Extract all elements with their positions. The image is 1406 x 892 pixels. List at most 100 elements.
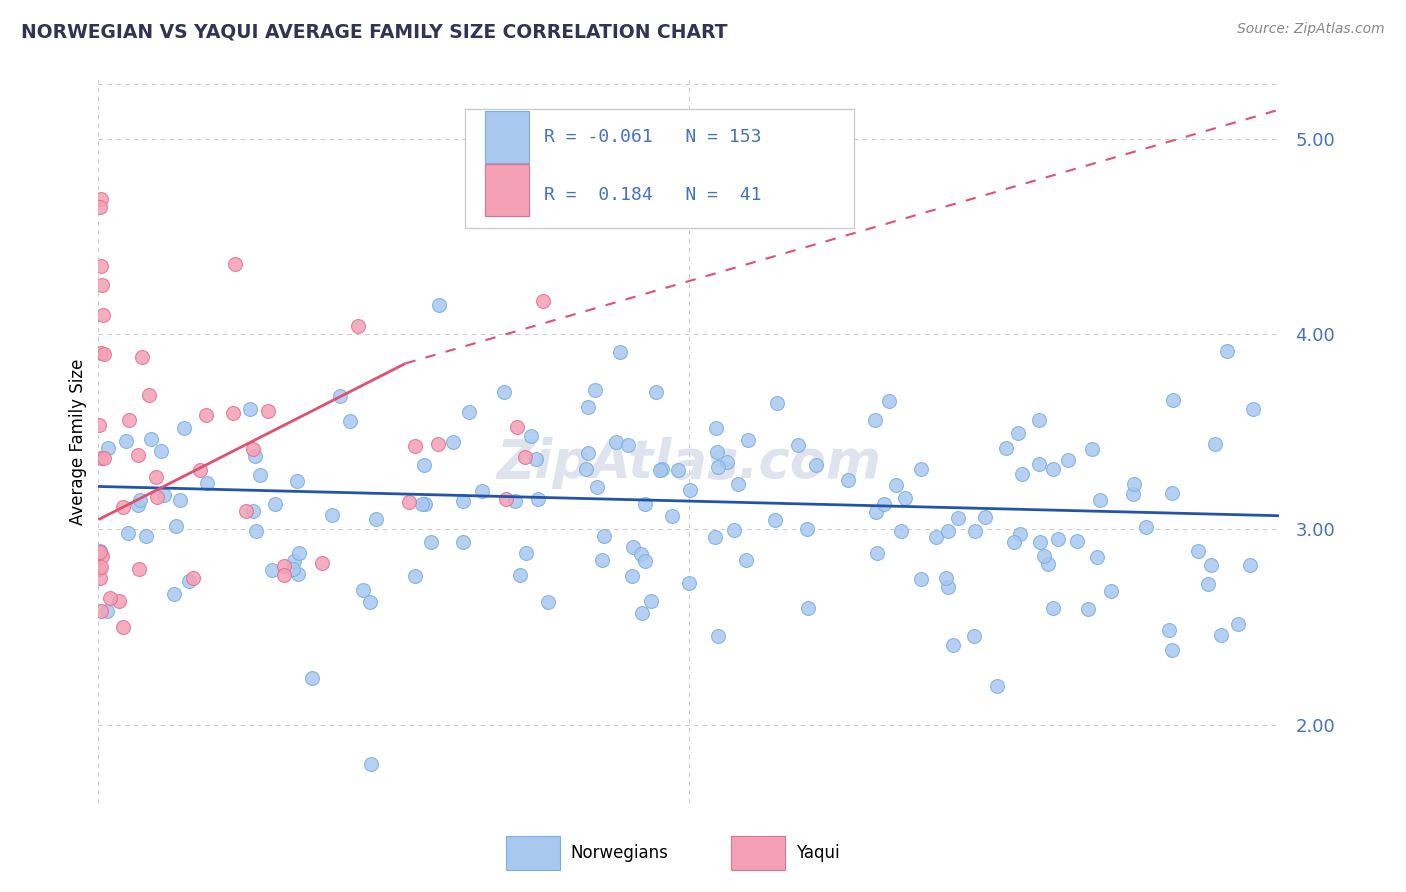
Point [727,476,749,491]
Point [796,601,818,615]
Point [96,604,118,618]
Point [591,552,613,566]
Point [273,568,295,582]
Point [89,562,111,576]
Point [515,546,537,560]
Point [737,434,759,448]
Point [117,526,139,541]
Point [592,529,614,543]
Point [704,421,727,435]
Point [1047,532,1070,546]
Point [640,594,662,608]
Point [287,567,309,582]
Point [1042,600,1064,615]
Point [471,484,494,499]
Point [221,406,243,420]
Point [347,318,370,333]
Point [925,530,948,544]
Point [451,535,474,549]
Point [1199,558,1222,573]
Point [89,544,111,558]
Point [1204,437,1226,451]
Point [153,488,176,502]
Point [986,680,1008,694]
Point [894,491,917,506]
Point [1161,485,1184,500]
Text: Yaqui: Yaqui [796,844,839,862]
Point [413,497,436,511]
Point [609,344,631,359]
Point [531,293,554,308]
Point [837,474,859,488]
Point [1081,442,1104,457]
Point [1028,413,1050,427]
Text: R = -0.061   N = 153: R = -0.061 N = 153 [544,128,761,146]
Point [1216,343,1239,358]
Point [311,556,333,570]
Point [512,174,534,188]
Point [413,458,436,473]
Point [195,408,218,422]
Point [242,442,264,457]
Point [884,478,907,492]
Point [494,384,516,399]
Point [1057,453,1080,467]
Point [527,491,550,506]
FancyBboxPatch shape [464,109,855,228]
Point [427,298,450,312]
Point [1122,487,1144,501]
Point [321,508,343,522]
Point [169,493,191,508]
Point [197,476,219,491]
Point [707,459,730,474]
Point [634,497,657,511]
FancyBboxPatch shape [485,112,530,163]
Point [706,629,728,643]
Point [537,595,560,609]
Point [135,529,157,543]
Point [90,192,112,206]
Point [127,448,149,462]
Point [863,413,886,427]
Point [616,438,638,452]
Point [301,671,323,685]
Point [89,200,111,214]
Point [634,553,657,567]
Point [129,493,152,508]
Point [165,518,187,533]
Point [766,396,789,410]
Point [131,350,153,364]
Point [1122,477,1144,491]
Point [1209,627,1232,641]
Point [114,434,136,448]
Point [150,444,173,458]
Point [1036,558,1059,572]
Point [973,510,995,524]
Point [645,384,668,399]
Point [1077,602,1099,616]
Point [181,571,204,585]
Point [910,462,932,476]
Point [283,554,305,568]
Point [257,403,280,417]
Text: Source: ZipAtlas.com: Source: ZipAtlas.com [1237,22,1385,37]
Point [865,505,887,519]
Point [89,418,111,433]
Point [661,509,683,524]
Point [506,419,529,434]
Point [398,494,420,508]
Point [934,570,956,584]
Point [89,545,111,559]
Point [245,524,267,539]
Point [89,346,111,360]
Point [1135,520,1157,534]
Point [93,346,115,360]
Point [127,498,149,512]
Point [287,546,309,560]
Point [235,504,257,518]
Point [243,449,266,463]
FancyBboxPatch shape [485,164,530,216]
Point [1028,458,1050,472]
Point [936,581,959,595]
Point [621,568,644,582]
